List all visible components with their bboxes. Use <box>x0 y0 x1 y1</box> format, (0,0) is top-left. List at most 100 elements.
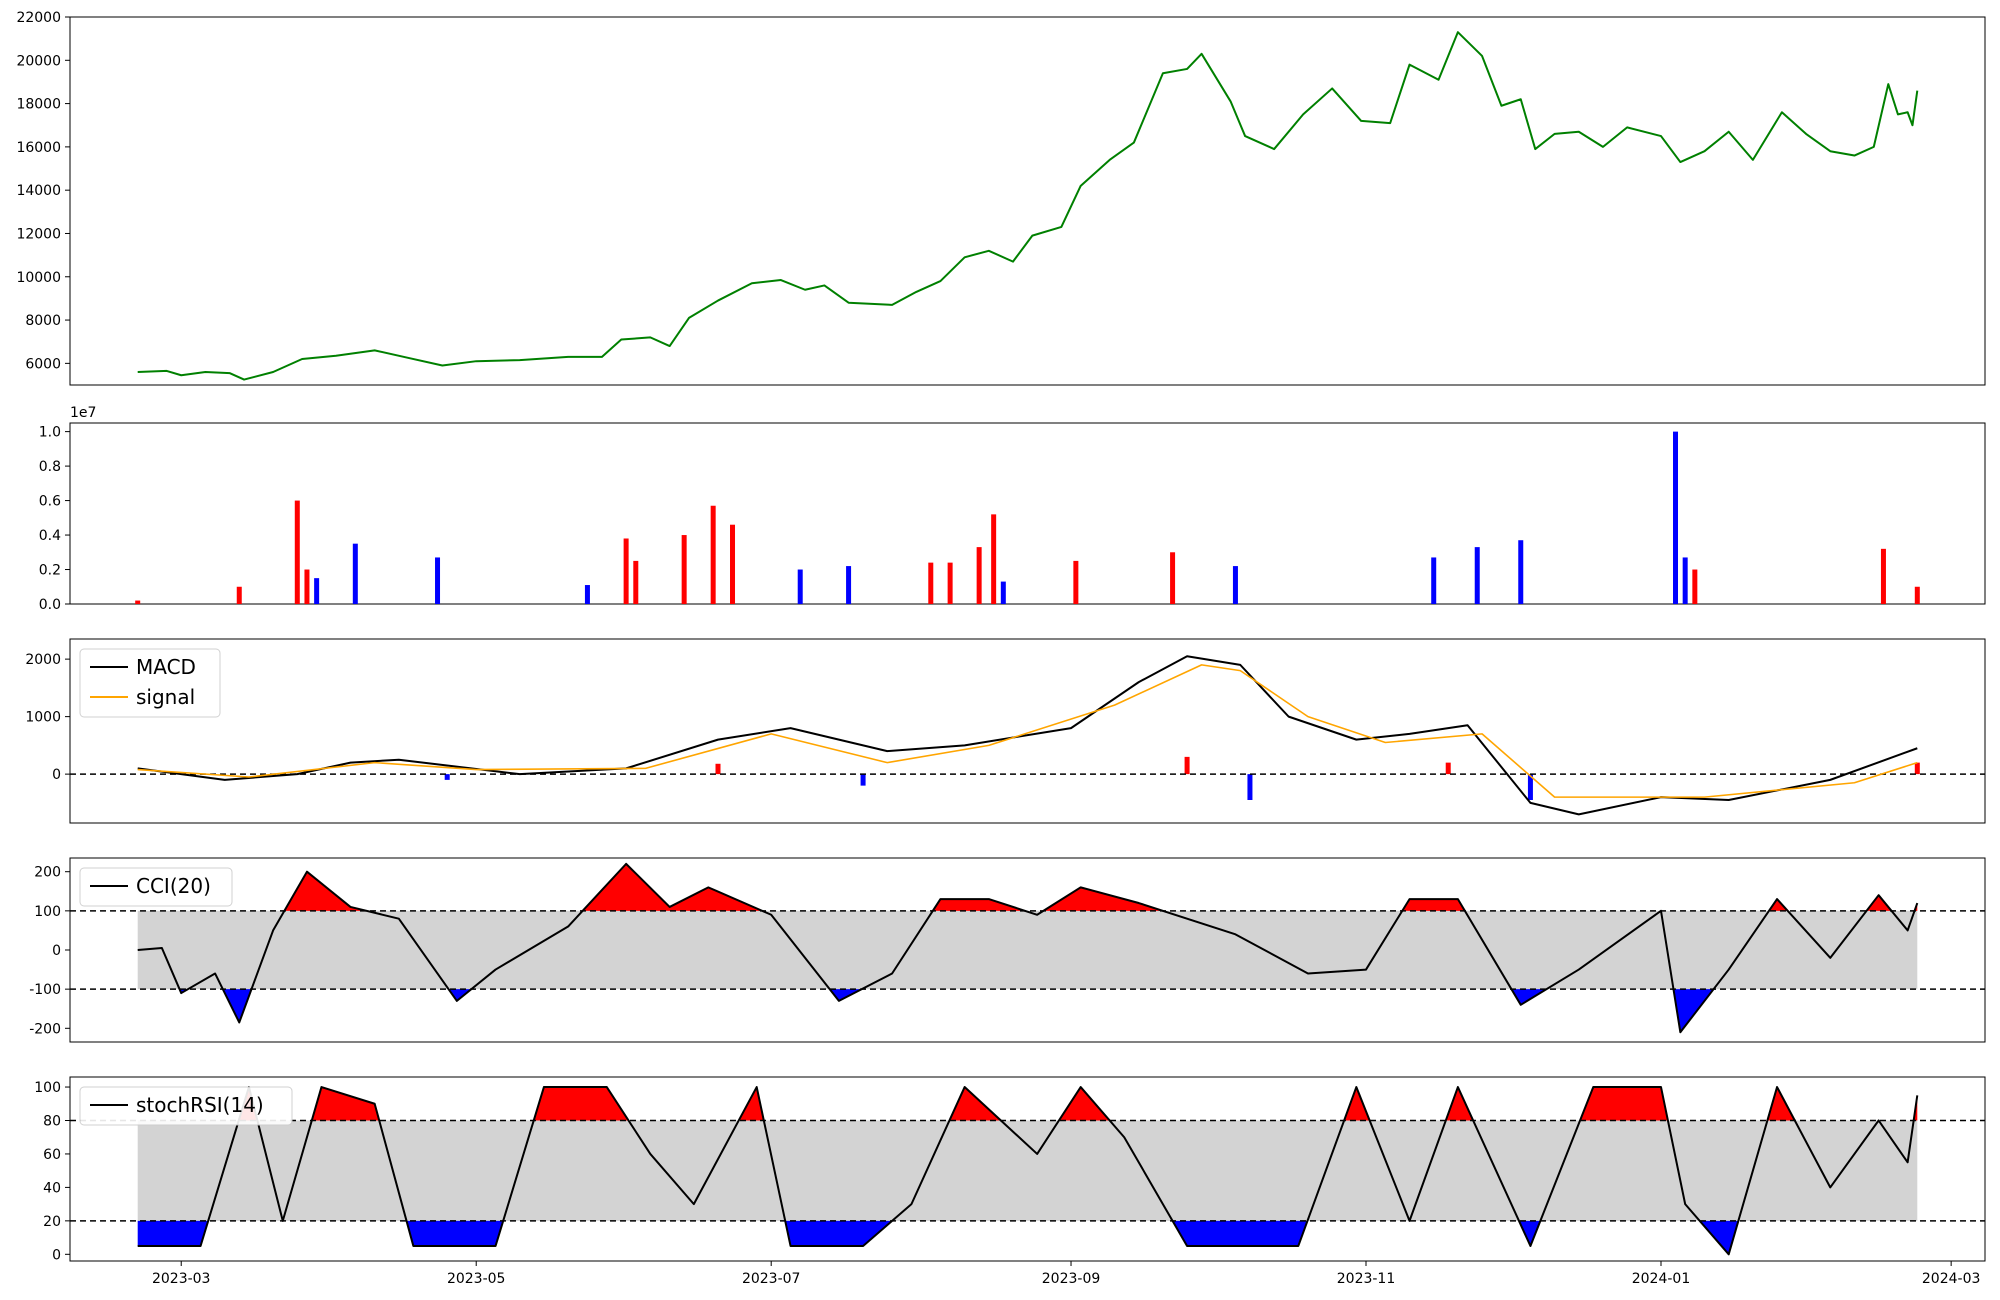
legend-label: MACD <box>136 655 196 679</box>
volume-bar <box>1682 557 1688 604</box>
x-axis: 2023-03 2023-05 2023-07 2023-09 2023-11 2024-… <box>152 1261 1980 1287</box>
volume-bar <box>1073 560 1079 604</box>
volume-bar <box>1692 569 1698 604</box>
axes-frame <box>69 1076 1986 1262</box>
macd-histogram-bar <box>1184 756 1190 775</box>
y-tick-label: 100 <box>34 1080 61 1096</box>
macd-histogram-bar <box>1247 774 1253 800</box>
macd-line <box>137 655 1918 816</box>
price-line <box>137 31 1919 381</box>
volume-bar <box>991 514 997 604</box>
volume-bar <box>1170 552 1176 604</box>
y-tick-label: 20000 <box>16 53 61 69</box>
volume-bar <box>236 586 242 604</box>
volume-panel: 0.0 0.2 0.4 0.6 0.8 1.0 1e7 <box>39 405 1986 613</box>
volume-bar <box>633 560 639 604</box>
y-tick-label: 6000 <box>25 356 61 372</box>
y-tick-label: 2000 <box>25 652 61 668</box>
y-tick-label: 0.0 <box>39 597 61 613</box>
volume-bar <box>928 562 934 604</box>
legend-box <box>79 867 233 907</box>
macd-histogram-bar <box>1914 762 1920 775</box>
axes-frame <box>69 16 1986 386</box>
cci-panel: -200 -100 0 100 200 CCI(20) <box>29 857 1986 1043</box>
macd-histogram-bar <box>444 774 450 780</box>
stochrsi-band <box>137 1120 1918 1221</box>
y-tick-label: 16000 <box>16 140 61 156</box>
macd-panel: 0 1000 2000 MACD signal <box>25 638 1986 824</box>
price-panel: 6000 8000 10000 12000 14000 16000 18000 20000 22… <box>16 10 1986 386</box>
macd-histogram-bar <box>860 774 866 786</box>
x-tick-label: 2024-03 <box>1922 1271 1981 1287</box>
x-tick-label: 2023-05 <box>447 1271 506 1287</box>
volume-bar <box>1474 547 1480 604</box>
volume-bar <box>730 524 736 604</box>
y-tick-label: 0.6 <box>39 494 61 510</box>
y-tick-label: 0.4 <box>39 528 61 544</box>
cci-oversold-fill <box>137 989 1918 1033</box>
volume-bar <box>1232 566 1238 604</box>
y-tick-label: 0 <box>52 943 61 959</box>
volume-bar <box>294 500 300 604</box>
volume-bar <box>435 557 441 604</box>
y-tick-label: 0.2 <box>39 563 61 579</box>
macd-histogram-bar <box>1445 762 1451 775</box>
y-tick-label: -200 <box>29 1021 61 1037</box>
y-tick-label: 10000 <box>16 270 61 286</box>
volume-bar <box>976 547 982 604</box>
axes-frame <box>69 422 1986 605</box>
x-tick-label: 2023-09 <box>1042 1271 1101 1287</box>
volume-bar <box>1880 548 1886 604</box>
legend-label: CCI(20) <box>136 874 211 898</box>
axes-frame <box>69 638 1986 824</box>
volume-bar <box>352 543 358 604</box>
y-tick-label: 1.0 <box>39 425 61 441</box>
volume-bar <box>1673 431 1679 604</box>
y-tick-label: 60 <box>43 1147 61 1163</box>
volume-bar <box>1000 581 1006 604</box>
y-tick-label: -100 <box>29 982 61 998</box>
cci-overbought-fill <box>137 863 1918 911</box>
stochrsi-panel: 0 20 40 60 80 100 stochRSI(14) <box>34 1076 1986 1263</box>
y-tick-label: 200 <box>34 865 61 881</box>
cci-line <box>137 862 1919 1034</box>
y-tick-label: 0.8 <box>39 459 61 475</box>
y-tick-label: 100 <box>34 904 61 920</box>
y-tick-label: 0 <box>52 1247 61 1263</box>
volume-bar <box>584 585 590 604</box>
y-tick-label: 8000 <box>25 313 61 329</box>
y-tick-label: 20 <box>43 1214 61 1230</box>
cci-band <box>137 910 1918 990</box>
volume-bar <box>797 569 803 604</box>
volume-bar <box>681 535 687 604</box>
y-tick-label: 22000 <box>16 10 61 26</box>
volume-bar <box>846 566 852 604</box>
y-tick-label: 1000 <box>25 710 61 726</box>
x-tick-label: 2023-11 <box>1337 1271 1396 1287</box>
x-tick-label: 2024-01 <box>1632 1271 1691 1287</box>
signal-line <box>137 664 1918 798</box>
x-tick-label: 2023-07 <box>742 1271 801 1287</box>
volume-bar <box>947 562 953 604</box>
y-tick-label: 18000 <box>16 97 61 113</box>
y-tick-label: 12000 <box>16 226 61 242</box>
legend-label: signal <box>136 685 195 709</box>
y-tick-label: 80 <box>43 1113 61 1129</box>
volume-bar <box>710 505 716 604</box>
y-tick-label: 40 <box>43 1180 61 1196</box>
y-tick-label: 0 <box>52 767 61 783</box>
volume-bar <box>623 538 629 604</box>
volume-bar <box>1431 557 1437 604</box>
stochrsi-overbought-fill <box>137 1087 1918 1121</box>
x-tick-label: 2023-03 <box>152 1271 211 1287</box>
volume-scale-label: 1e7 <box>70 405 96 421</box>
volume-bar <box>304 569 310 604</box>
stochrsi-line <box>137 1086 1919 1256</box>
legend-box <box>79 1086 293 1126</box>
macd-histogram-bar <box>715 763 721 775</box>
legend-label: stochRSI(14) <box>136 1093 264 1117</box>
stochrsi-oversold-fill <box>137 1220 1918 1255</box>
volume-bar <box>314 578 320 604</box>
volume-bar <box>1518 540 1524 604</box>
